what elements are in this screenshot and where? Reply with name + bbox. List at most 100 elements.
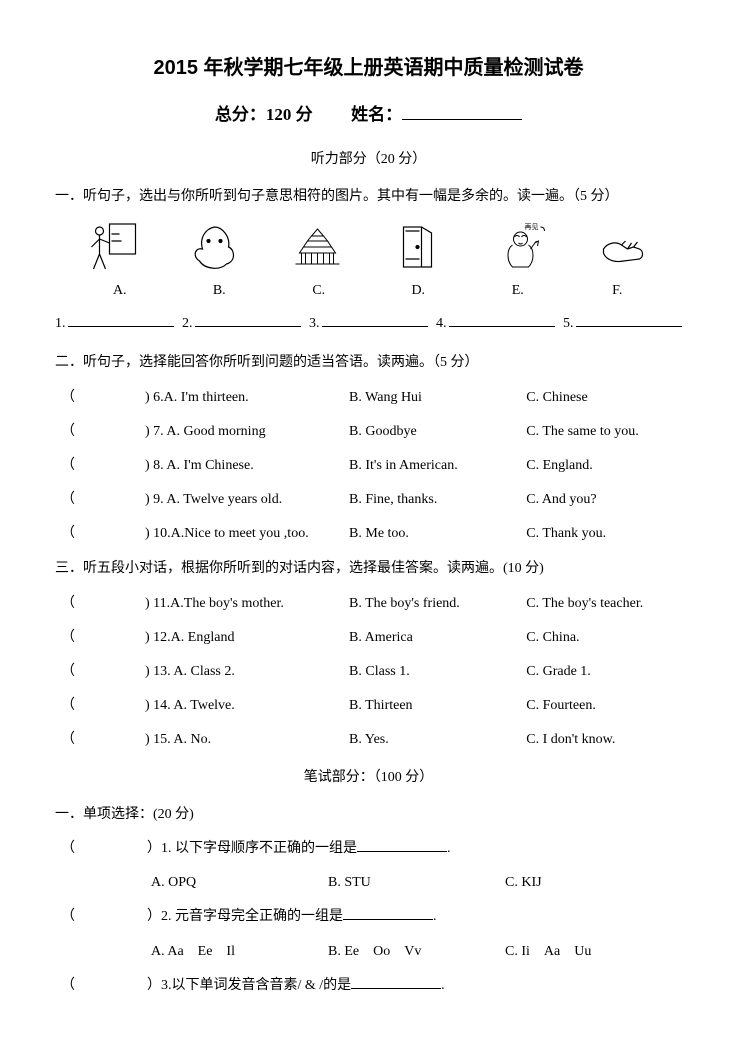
q6-c: C. Chinese [526,385,682,410]
q14: （ ) 14. A. Twelve. B. Thirteen C. Fourte… [55,693,682,718]
blank-num-3: 3. [309,311,320,336]
q11-paren[interactable]: （ [55,591,145,616]
q11-c: C. The boy's teacher. [526,591,682,616]
part3-instruction: 三．听五段小对话，根据你所听到的对话内容，选择最佳答案。读两遍。(10 分) [55,556,682,581]
q9-c: C. And you? [526,487,682,512]
q9-paren[interactable]: （ [55,487,145,512]
q6-paren[interactable]: （ [55,385,145,410]
written-section-header: 笔试部分：（100 分） [55,765,682,790]
q14-b: B. Thirteen [349,693,526,718]
svg-text:再见: 再见 [525,223,539,231]
q15: （ ) 15. A. No. B. Yes. C. I don't know. [55,727,682,752]
q15-b: B. Yes. [349,727,526,752]
q15-a: ) 15. A. No. [145,727,349,752]
q7: （ ) 7. A. Good morning B. Goodbye C. The… [55,419,682,444]
q7-c: C. The same to you. [526,419,682,444]
listening-section-header: 听力部分（20 分） [55,147,682,172]
q8-a: ) 8. A. I'm Chinese. [145,453,349,478]
q8: （ ) 8. A. I'm Chinese. B. It's in Americ… [55,453,682,478]
wq1-c: C. KIJ [505,870,682,895]
q11: （ ) 11.A.The boy's mother. B. The boy's … [55,591,682,616]
q15-paren[interactable]: （ [55,727,145,752]
wq2-paren[interactable]: （ [55,904,145,929]
blank-2[interactable] [195,313,302,327]
q13-b: B. Class 1. [349,659,526,684]
label-f: F. [585,278,650,303]
blank-num-5: 5. [563,311,574,336]
part2-instruction: 二．听句子，选择能回答你所听到问题的适当答语。读两遍。（5 分） [55,350,682,375]
q11-a: ) 11.A.The boy's mother. [145,591,349,616]
wq2-b: B. Ee Oo Vv [328,939,505,964]
blank-num-4: 4. [436,311,447,336]
blank-4[interactable] [449,313,556,327]
q8-b: B. It's in American. [349,453,526,478]
q10-a: ) 10.A.Nice to meet you ,too. [145,521,349,546]
q14-a: ) 14. A. Twelve. [145,693,349,718]
q12-b: B. America [349,625,526,650]
q10: （ ) 10.A.Nice to meet you ,too. B. Me to… [55,521,682,546]
label-d: D. [386,278,451,303]
wq3-text: ）3.以下单词发音含音素/ & /的是. [145,973,682,998]
q13: （ ) 13. A. Class 2. B. Class 1. C. Grade… [55,659,682,684]
label-e: E. [485,278,550,303]
q13-a: ) 13. A. Class 2. [145,659,349,684]
fill-blanks-row: 1. 2. 3. 4. 5. [55,311,682,336]
wq2-choices: A. Aa Ee Il B. Ee Oo Vv C. Ii Aa Uu [151,939,682,964]
wq2-blank[interactable] [343,906,433,920]
wq1-paren[interactable]: （ [55,836,145,861]
label-c: C. [286,278,351,303]
q8-paren[interactable]: （ [55,453,145,478]
name-label: 姓名： [351,105,402,124]
wq3-blank[interactable] [351,975,441,989]
exam-title: 2015 年秋学期七年级上册英语期中质量检测试卷 [55,50,682,86]
q11-b: B. The boy's friend. [349,591,526,616]
q12-c: C. China. [526,625,682,650]
wq1-a: A. OPQ [151,870,328,895]
q6-b: B. Wang Hui [349,385,526,410]
image-a [79,219,144,274]
wq1-text: ）1. 以下字母顺序不正确的一组是. [145,836,682,861]
image-d [387,219,452,274]
q10-paren[interactable]: （ [55,521,145,546]
name-field-underline[interactable] [402,104,522,120]
wq1-blank[interactable] [357,838,447,852]
q9-a: ) 9. A. Twelve years old. [145,487,349,512]
label-b: B. [187,278,252,303]
wq2: （ ）2. 元音字母完全正确的一组是. [55,904,682,929]
wq1-choices: A. OPQ B. STU C. KIJ [151,870,682,895]
q7-b: B. Goodbye [349,419,526,444]
q9-b: B. Fine, thanks. [349,487,526,512]
q10-b: B. Me too. [349,521,526,546]
image-b [182,219,247,274]
exam-subtitle: 总分：120 分 姓名： [55,100,682,131]
q13-c: C. Grade 1. [526,659,682,684]
image-f [593,219,658,274]
q12-a: ) 12.A. England [145,625,349,650]
blank-num-1: 1. [55,311,66,336]
wq2-c: C. Ii Aa Uu [505,939,682,964]
wq3: （ ）3.以下单词发音含音素/ & /的是. [55,973,682,998]
q6-a: ) 6.A. I'm thirteen. [145,385,349,410]
q15-c: C. I don't know. [526,727,682,752]
image-c [285,219,350,274]
blank-1[interactable] [68,313,175,327]
q12-paren[interactable]: （ [55,625,145,650]
blank-3[interactable] [322,313,429,327]
q12: （ ) 12.A. England B. America C. China. [55,625,682,650]
image-e: 再见 [490,219,555,274]
q6: （ ) 6.A. I'm thirteen. B. Wang Hui C. Ch… [55,385,682,410]
image-label-row: A. B. C. D. E. F. [55,278,682,303]
written-part1-heading: 一．单项选择：(20 分) [55,802,682,827]
q7-a: ) 7. A. Good morning [145,419,349,444]
q14-c: C. Fourteen. [526,693,682,718]
wq3-paren[interactable]: （ [55,973,145,998]
wq2-text: ）2. 元音字母完全正确的一组是. [145,904,682,929]
q8-c: C. England. [526,453,682,478]
blank-num-2: 2. [182,311,193,336]
q7-paren[interactable]: （ [55,419,145,444]
q13-paren[interactable]: （ [55,659,145,684]
wq1: （ ）1. 以下字母顺序不正确的一组是. [55,836,682,861]
q14-paren[interactable]: （ [55,693,145,718]
total-score-label: 总分：120 分 [215,105,313,124]
blank-5[interactable] [576,313,683,327]
